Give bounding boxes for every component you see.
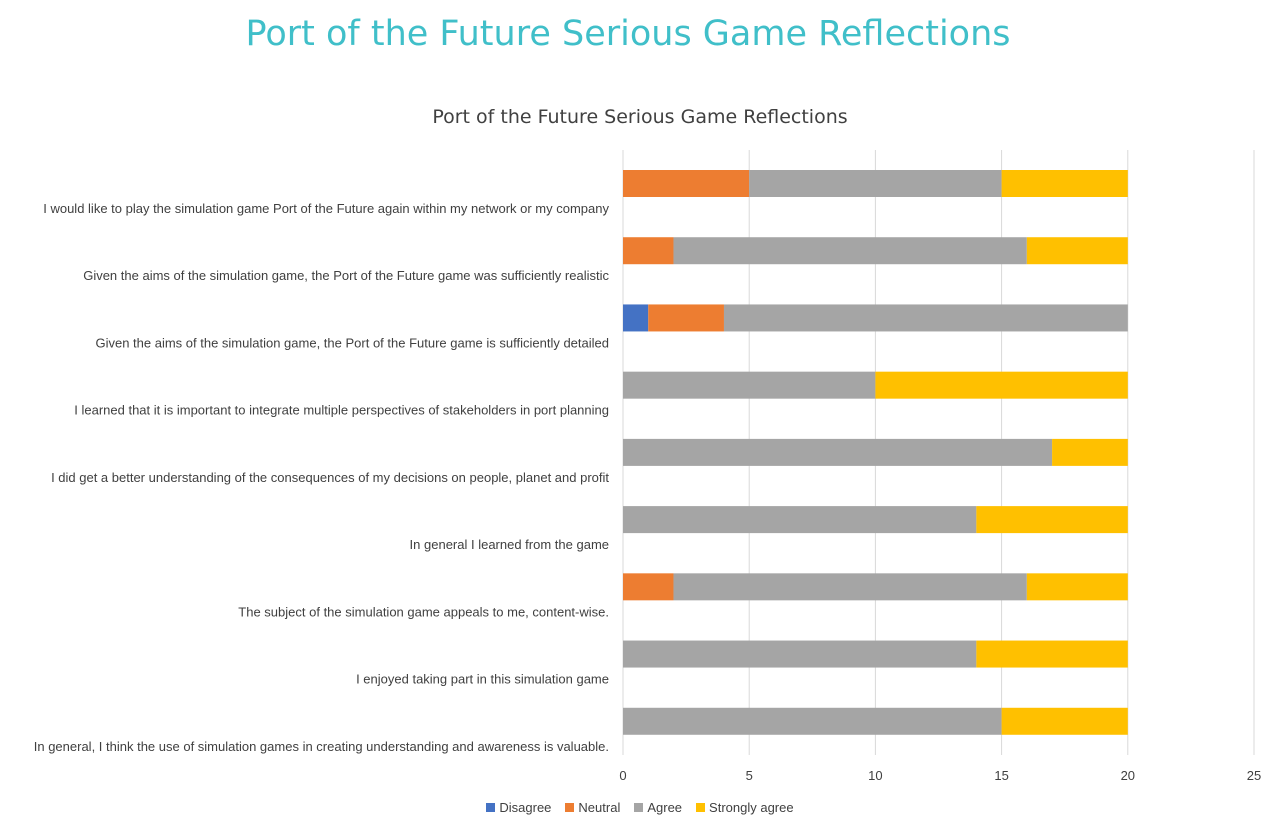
category-label: I would like to play the simulation game… bbox=[43, 201, 609, 216]
category-label: In general, I think the use of simulatio… bbox=[34, 739, 609, 754]
category-label: I enjoyed taking part in this simulation… bbox=[356, 672, 609, 687]
legend-label: Agree bbox=[647, 800, 683, 815]
bar-agree bbox=[623, 707, 1002, 735]
bar-strongly-agree bbox=[1001, 170, 1128, 197]
page-title: Port of the Future Serious Game Reflecti… bbox=[245, 14, 1011, 54]
bar-neutral bbox=[623, 573, 674, 601]
category-label: Given the aims of the simulation game, t… bbox=[95, 335, 609, 350]
x-tick-label: 25 bbox=[1247, 768, 1261, 783]
bar-neutral bbox=[648, 304, 724, 332]
x-tick-label: 5 bbox=[746, 768, 753, 783]
legend-item-strongly-agree: Strongly agree bbox=[696, 800, 794, 815]
legend-label: Disagree bbox=[499, 800, 552, 815]
bar-strongly-agree bbox=[1052, 438, 1128, 466]
bar-agree bbox=[623, 371, 876, 399]
bar-disagree bbox=[623, 304, 649, 332]
legend: Disagree Neutral Agree Strongly agree bbox=[0, 800, 1280, 815]
bar-neutral bbox=[623, 237, 674, 265]
bar-agree bbox=[623, 438, 1053, 466]
bar-neutral bbox=[623, 170, 750, 197]
bar-strongly-agree bbox=[1026, 573, 1128, 601]
bar-strongly-agree bbox=[875, 371, 1128, 399]
x-tick-label: 0 bbox=[619, 768, 626, 783]
category-label: Given the aims of the simulation game, t… bbox=[83, 268, 609, 283]
legend-swatch bbox=[486, 803, 496, 812]
bar-strongly-agree bbox=[1026, 237, 1128, 265]
legend-item-neutral: Neutral bbox=[565, 800, 620, 815]
category-label: The subject of the simulation game appea… bbox=[238, 604, 609, 619]
x-tick-label: 15 bbox=[994, 768, 1008, 783]
bar-strongly-agree bbox=[1001, 707, 1128, 735]
bar-chart: I would like to play the simulation game… bbox=[34, 150, 1261, 783]
category-label: I learned that it is important to integr… bbox=[74, 403, 609, 418]
legend-label: Neutral bbox=[578, 800, 621, 815]
legend-label: Strongly agree bbox=[709, 800, 794, 815]
bar-strongly-agree bbox=[976, 640, 1128, 668]
bar-agree bbox=[673, 573, 1027, 601]
category-labels: I would like to play the simulation game… bbox=[34, 201, 610, 754]
x-tick-label: 20 bbox=[1121, 768, 1135, 783]
legend-swatch bbox=[565, 803, 575, 812]
legend-swatch bbox=[696, 803, 706, 812]
bar-strongly-agree bbox=[976, 506, 1128, 534]
bar-agree bbox=[623, 640, 977, 668]
legend-item-disagree: Disagree bbox=[486, 800, 551, 815]
category-label: In general I learned from the game bbox=[410, 537, 609, 552]
x-axis-tick-labels: 0 5 10 15 20 25 bbox=[619, 768, 1261, 783]
bar-agree bbox=[623, 506, 977, 534]
chart-title: Port of the Future Serious Game Reflecti… bbox=[432, 106, 848, 128]
legend-item-agree: Agree bbox=[634, 800, 682, 815]
bar-agree bbox=[673, 237, 1027, 265]
legend-swatch bbox=[634, 803, 644, 812]
bar-agree bbox=[749, 170, 1002, 197]
category-label: I did get a better understanding of the … bbox=[51, 470, 609, 485]
x-tick-label: 10 bbox=[868, 768, 882, 783]
bars bbox=[623, 170, 1128, 735]
bar-agree bbox=[723, 304, 1128, 332]
